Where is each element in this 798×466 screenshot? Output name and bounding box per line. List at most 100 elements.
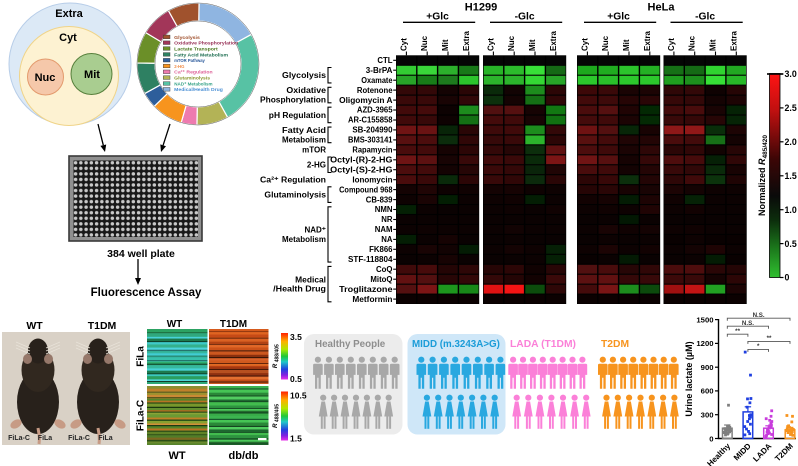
svg-text:Cyt: Cyt (580, 38, 589, 51)
svg-text:Mit: Mit (84, 69, 100, 81)
svg-text:H1299: H1299 (465, 1, 497, 13)
svg-text:300: 300 (701, 411, 714, 420)
svg-text:Urine lactate (µM): Urine lactate (µM) (684, 341, 694, 416)
svg-text:CoQ: CoQ (376, 265, 392, 274)
svg-text:2.0: 2.0 (785, 137, 797, 147)
svg-text:AZD-3965: AZD-3965 (357, 106, 393, 115)
svg-text:2-HG: 2-HG (174, 64, 184, 70)
svg-text:WT: WT (168, 450, 185, 462)
svg-text:NAD⁺ Metabolism: NAD⁺ Metabolism (174, 81, 213, 87)
svg-text:LADA (T1DM): LADA (T1DM) (510, 339, 576, 350)
svg-text:1.5: 1.5 (290, 434, 302, 444)
svg-text:Healthy People: Healthy People (315, 339, 386, 350)
svg-text:1.0: 1.0 (785, 205, 797, 215)
svg-text:Metformin: Metformin (352, 295, 392, 304)
svg-text:Metabolism: Metabolism (282, 235, 326, 244)
svg-text:NR: NR (381, 215, 393, 224)
svg-text:Troglitazone: Troglitazone (339, 285, 393, 294)
svg-text:Nuc: Nuc (507, 35, 516, 51)
svg-text:1200: 1200 (696, 339, 713, 348)
svg-text:3-BrPA: 3-BrPA (366, 66, 393, 75)
svg-text:10.5: 10.5 (290, 391, 307, 401)
svg-text:3.5: 3.5 (290, 332, 302, 342)
svg-text:Octyl-(R)-2-HG: Octyl-(R)-2-HG (330, 156, 392, 165)
svg-text:1500: 1500 (696, 315, 713, 324)
svg-text:mTOR Pathway: mTOR Pathway (174, 58, 205, 64)
svg-text:NMN: NMN (375, 205, 393, 214)
svg-text:Fluorescence Assay: Fluorescence Assay (91, 287, 202, 299)
svg-text:T1DM: T1DM (220, 319, 247, 330)
svg-text:Nuc: Nuc (35, 72, 56, 84)
svg-text:AR-C155858: AR-C155858 (348, 116, 393, 125)
svg-text:Lactate Transport: Lactate Transport (174, 46, 218, 52)
svg-text:Fatty Acid Metabolism: Fatty Acid Metabolism (174, 52, 228, 58)
svg-text:Extra: Extra (549, 30, 558, 51)
svg-text:FiLa: FiLa (136, 346, 147, 367)
svg-text:Mit: Mit (528, 39, 537, 51)
svg-text:-Glc: -Glc (515, 11, 535, 22)
svg-text:Ca²⁺ Regulation: Ca²⁺ Regulation (174, 70, 212, 76)
svg-text:0.5: 0.5 (290, 374, 302, 384)
svg-text:Cyt: Cyt (399, 38, 408, 51)
svg-text:Cyt: Cyt (486, 38, 495, 51)
svg-text:900: 900 (701, 363, 714, 372)
svg-text:SB-204990: SB-204990 (352, 126, 393, 135)
svg-text:**: ** (767, 335, 772, 342)
svg-text:Oxidative: Oxidative (286, 86, 326, 95)
svg-text:N.S.: N.S. (742, 320, 754, 327)
svg-text:pH Regulation: pH Regulation (269, 111, 326, 120)
svg-text:Glutaminolysis: Glutaminolysis (174, 76, 210, 82)
svg-text:Rotenone: Rotenone (357, 86, 393, 95)
svg-text:Nuc: Nuc (601, 35, 610, 51)
svg-text:Metabolism: Metabolism (282, 135, 326, 144)
svg-text:HeLa: HeLa (648, 1, 676, 13)
svg-text:NAD⁺: NAD⁺ (304, 226, 326, 235)
svg-text:Nuc: Nuc (688, 35, 697, 51)
svg-text:0: 0 (709, 434, 713, 443)
svg-text:**: ** (735, 328, 740, 335)
svg-text:FiLa-C: FiLa-C (68, 435, 90, 442)
svg-text:FiLa-C: FiLa-C (8, 435, 30, 442)
svg-text:Mit: Mit (441, 39, 450, 51)
svg-text:T1DM: T1DM (88, 320, 117, 332)
svg-text:FiLa-C: FiLa-C (136, 400, 147, 431)
svg-text:1.5: 1.5 (785, 171, 797, 181)
svg-text:WT: WT (26, 320, 43, 332)
svg-text:Fatty Acid: Fatty Acid (282, 126, 326, 135)
svg-text:MitoQ: MitoQ (370, 275, 392, 284)
svg-text:NA: NA (381, 235, 393, 244)
svg-text:CTL: CTL (377, 56, 392, 65)
svg-text:Compound 968: Compound 968 (339, 185, 393, 194)
svg-text:Cyt: Cyt (667, 38, 676, 51)
svg-text:Oligomycin A: Oligomycin A (339, 96, 393, 105)
svg-text:CB-839: CB-839 (366, 195, 393, 204)
svg-text:Oxidative Phosphorylation: Oxidative Phosphorylation (174, 41, 238, 47)
svg-text:BMS-303141: BMS-303141 (348, 136, 393, 145)
svg-text:Nuc: Nuc (420, 35, 429, 51)
svg-text:R 488/405: R 488/405 (272, 344, 281, 368)
svg-text:Oxamate: Oxamate (361, 76, 393, 85)
svg-text:0.5: 0.5 (785, 239, 797, 249)
svg-text:Extra: Extra (55, 8, 83, 20)
svg-text:MIDD (m.3243A>G): MIDD (m.3243A>G) (412, 339, 500, 350)
svg-text:FK866: FK866 (369, 245, 393, 254)
svg-text:Ionomycin: Ionomycin (352, 175, 392, 184)
svg-text:FiLa: FiLa (38, 435, 52, 442)
svg-text:T2DM: T2DM (601, 339, 629, 350)
svg-text:Medical/Health Drug: Medical/Health Drug (174, 87, 223, 93)
svg-text:STF-118804: STF-118804 (348, 255, 393, 264)
svg-text:Extra: Extra (462, 30, 471, 51)
svg-text:3.0: 3.0 (785, 69, 797, 79)
svg-text:Glutaminolysis: Glutaminolysis (264, 190, 326, 199)
svg-text:Mit: Mit (622, 39, 631, 51)
svg-text:0: 0 (785, 273, 790, 283)
svg-text:Extra: Extra (729, 30, 738, 51)
svg-text:Phosphorylation: Phosphorylation (260, 96, 326, 105)
svg-text:Mit: Mit (709, 39, 718, 51)
svg-text:384 well plate: 384 well plate (107, 248, 175, 260)
svg-text:Glycolysis: Glycolysis (174, 35, 200, 41)
svg-text:2.5: 2.5 (785, 103, 797, 113)
svg-text:WT: WT (167, 319, 183, 330)
svg-text:Glycolysis: Glycolysis (282, 71, 327, 80)
svg-text:2-HG: 2-HG (307, 161, 326, 170)
